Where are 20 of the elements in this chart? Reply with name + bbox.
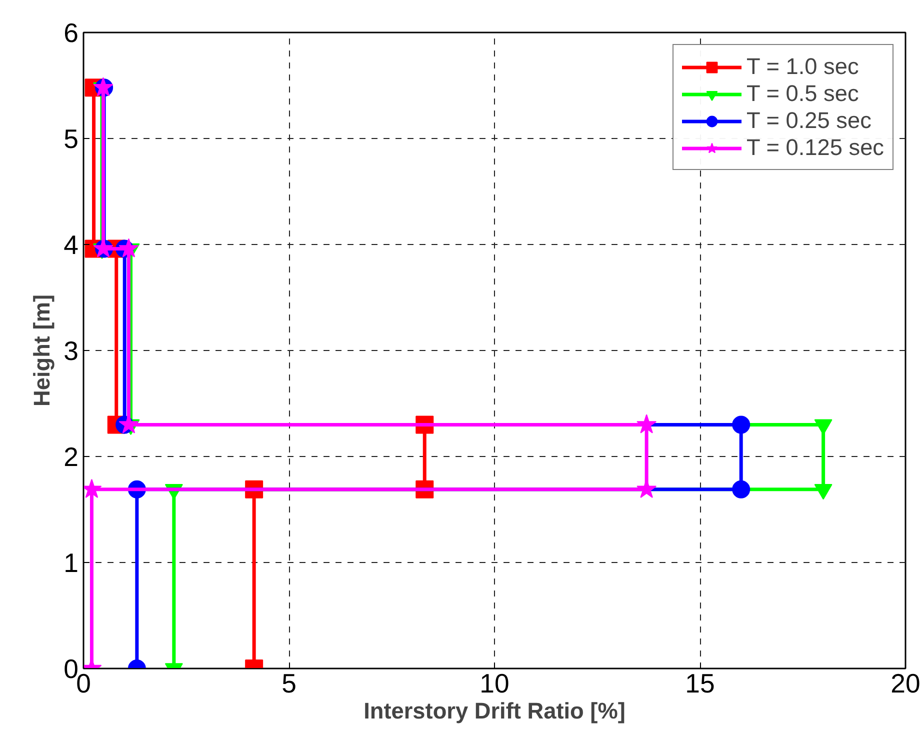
x-tick-label: 5	[282, 668, 296, 698]
point	[118, 238, 139, 258]
x-tick-label: 15	[685, 668, 715, 698]
point	[732, 416, 750, 434]
point	[732, 480, 750, 498]
x-tick-label: 10	[480, 668, 510, 698]
y-tick-label: 3	[64, 336, 79, 366]
y-tick-label: 4	[64, 230, 79, 260]
point	[636, 414, 657, 434]
legend-label: T = 1.0 sec	[746, 53, 859, 80]
y-tick-label: 6	[64, 18, 79, 48]
y-axis-title: Height [m]	[28, 294, 55, 407]
y-tick-label: 2	[64, 442, 79, 472]
x-axis-title: Interstory Drift Ratio [%]	[364, 698, 626, 724]
y-tick-label: 5	[64, 124, 79, 154]
legend-label: T = 0.125 sec	[746, 134, 884, 161]
legend-label: T = 0.5 sec	[746, 80, 859, 107]
legend-label: T = 0.25 sec	[746, 107, 872, 134]
x-tick-label: 20	[890, 668, 920, 698]
y-tick-label: 1	[64, 548, 79, 578]
